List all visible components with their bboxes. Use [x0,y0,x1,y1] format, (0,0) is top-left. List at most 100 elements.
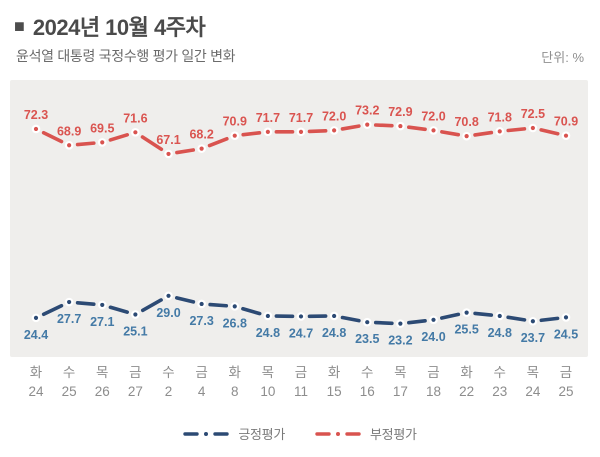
data-point-marker [563,315,569,320]
series-line-segment [506,127,527,133]
x-axis-day: 화 [327,365,341,380]
data-point-label: 72.0 [322,109,346,123]
subtitle-row: 윤석열 대통령 국정수행 평가 일간 변화 단위: % [16,46,584,66]
x-axis-date: 25 [61,384,77,399]
data-point-marker [232,304,237,309]
x-axis-date: 10 [260,384,276,399]
x-axis-day: 목 [261,365,275,380]
data-point-marker [199,301,204,307]
data-point-label: 23.5 [355,332,379,346]
data-point-label: 27.1 [90,315,114,329]
data-point-marker [166,293,171,298]
data-point-label: 70.9 [554,115,578,129]
data-point-marker [431,317,436,322]
data-point-label: 23.7 [521,331,545,345]
data-point-label: 24.4 [24,328,48,342]
series-line-segment [473,311,494,317]
x-axis-day: 화 [460,365,473,380]
x-axis-label: 목 24 [516,363,550,401]
series-line-segment [41,303,64,317]
data-point-marker [265,313,270,319]
series-line-segment [539,128,560,136]
data-point-label: 71.8 [488,110,512,124]
x-axis-day: 금 [294,365,308,380]
x-axis-day: 금 [129,365,142,380]
x-axis: 화 24 수 25 목 26 금 27 수 2 금 4 화 8 목 10 금 11 화 15 수 16 목 17 금 18 화 22 수… [0,363,600,403]
data-point-label: 68.9 [57,124,81,138]
x-axis-day: 수 [62,365,76,380]
x-axis-label: 수 16 [350,363,384,401]
x-axis-date: 26 [94,384,110,399]
series-line-segment [241,131,262,137]
data-point-label: 73.2 [355,104,379,118]
legend-item-negative: 부정평가 [315,424,417,443]
chart-legend: 긍정평가 부정평가 [0,424,600,443]
data-point-marker [398,321,403,326]
x-axis-label: 화 15 [317,363,351,401]
x-axis-day: 화 [228,365,241,380]
x-axis-day: 금 [427,365,440,380]
plot-area-background [10,80,588,357]
x-axis-date: 4 [197,384,206,399]
x-axis-day: 수 [162,365,175,380]
series-line-segment [539,316,560,323]
x-axis-date: 17 [392,384,408,399]
data-point-marker [166,151,171,157]
x-axis-label: 수 23 [483,363,517,401]
data-point-marker [133,312,138,317]
data-point-marker [133,130,138,135]
data-point-marker [497,313,502,319]
data-point-marker [497,129,502,134]
data-point-marker [33,126,39,132]
data-point-marker [332,313,337,319]
data-point-marker [67,299,72,305]
data-point-label: 71.7 [289,111,313,125]
series-line-segment [75,141,96,147]
x-axis-date: 18 [425,384,442,399]
x-axis-date: 24 [525,384,541,399]
data-point-marker [365,320,370,325]
data-point-label: 24.8 [322,326,346,340]
x-axis-day: 목 [526,365,540,380]
x-axis-label: 수 25 [52,363,86,401]
legend-swatch-positive-icon [183,431,230,436]
series-line-segment [241,306,262,316]
series-line-segment [41,130,64,144]
x-axis-date: 8 [230,384,239,399]
data-point-label: 71.6 [123,111,147,125]
x-axis-date: 25 [558,384,574,399]
data-point-marker [67,143,72,148]
unit-label: 단위: % [541,50,584,65]
data-point-label: 24.0 [421,330,445,344]
series-line-segment [440,312,461,320]
data-point-label: 70.8 [454,115,478,129]
x-axis-label: 금 11 [284,363,318,401]
data-point-marker [298,314,304,319]
data-point-label: 72.0 [421,109,445,123]
series-line-segment [140,135,164,152]
x-axis-label: 목 10 [251,363,285,401]
x-axis-date: 22 [459,384,475,399]
series-line-segment [75,300,96,306]
data-point-label: 27.3 [189,314,213,328]
x-axis-day: 금 [195,365,208,380]
x-axis-day: 목 [394,365,407,380]
legend-item-positive: 긍정평가 [183,424,285,443]
data-point-marker [265,129,270,134]
x-axis-label: 금 27 [118,363,152,401]
series-line-segment [307,128,328,134]
x-axis-label: 금 25 [549,363,583,401]
x-axis-date: 24 [28,384,44,399]
data-point-label: 24.8 [256,326,280,340]
x-axis-label: 목 26 [85,363,119,401]
x-axis-label: 금 18 [417,363,451,401]
legend-label-negative: 부정평가 [370,427,417,442]
legend-swatch-negative-icon [315,431,361,436]
series-line-segment [373,123,394,128]
data-point-label: 70.9 [223,115,247,129]
data-point-label: 23.2 [388,334,412,348]
x-axis-date: 11 [293,384,308,399]
